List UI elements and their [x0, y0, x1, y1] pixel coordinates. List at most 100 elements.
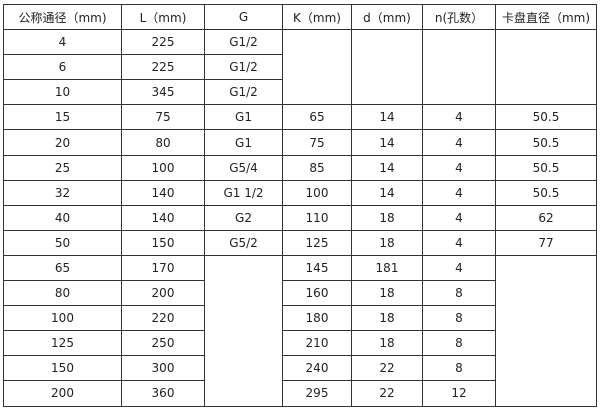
header-nominal-diameter: 公称通径（mm) — [3, 3, 122, 31]
table-cell: 50.5 — [495, 179, 597, 206]
table-row: 20 80 G1 75 14 4 50.5 — [3, 129, 597, 156]
table-cell: 150 — [121, 229, 205, 256]
header-k: K（mm) — [282, 3, 352, 31]
header-row: 公称通径（mm) L（mm) G K（mm) d（mm) n(孔数） 卡盘直径（… — [3, 3, 597, 31]
table-row: 15 75 G1 65 14 4 50.5 — [3, 104, 597, 131]
table-cell: 4 — [422, 204, 496, 231]
table-cell: 10 — [3, 79, 122, 106]
table-cell: 181 — [351, 254, 423, 282]
table-cell: 65 — [282, 104, 352, 131]
table-cell: 225 — [121, 54, 205, 81]
table-cell: 140 — [121, 204, 205, 231]
table-cell: 4 — [422, 129, 496, 156]
table-cell: 18 — [351, 305, 423, 332]
table-cell: G5/2 — [204, 229, 283, 256]
table-cell: 150 — [3, 355, 122, 382]
table-row: 32 140 G1 1/2 100 14 4 50.5 — [3, 179, 597, 206]
table-cell: 125 — [3, 330, 122, 357]
table-cell: G1/2 — [204, 79, 283, 106]
table-cell: 14 — [351, 179, 423, 206]
table-cell: 62 — [495, 204, 597, 231]
table-cell: 50 — [3, 229, 122, 256]
header-length: L（mm) — [121, 3, 205, 31]
table-cell: 8 — [422, 330, 496, 357]
table-cell: 80 — [121, 129, 205, 156]
table-cell: 4 — [422, 229, 496, 256]
table-cell: 240 — [282, 355, 352, 382]
header-thread-g: G — [204, 3, 283, 31]
table-cell: 300 — [121, 355, 205, 382]
table-row: 65 170 145 181 4 — [3, 254, 597, 407]
table-cell: 85 — [282, 154, 352, 181]
table-cell: 18 — [351, 229, 423, 256]
table-cell: G1 — [204, 104, 283, 131]
table-cell: 22 — [351, 380, 423, 407]
table-cell — [495, 254, 597, 407]
table-row: 125 250 210 18 8 — [3, 330, 597, 357]
table-cell: 18 — [351, 330, 423, 357]
table-cell: 100 — [3, 305, 122, 332]
header-chuck-diameter: 卡盘直径（mm) — [495, 3, 597, 31]
table-cell: 4 — [422, 154, 496, 181]
table-cell: 40 — [3, 204, 122, 231]
table-cell: G1/2 — [204, 29, 283, 56]
table-cell: 18 — [351, 280, 423, 307]
header-d: d（mm) — [351, 3, 423, 31]
table-cell: 12 — [422, 380, 496, 407]
table-cell — [282, 29, 352, 106]
table-cell: 50.5 — [495, 129, 597, 156]
table-cell: 50.5 — [495, 154, 597, 181]
table-cell: 4 — [422, 254, 496, 282]
table-cell: 14 — [351, 129, 423, 156]
table-cell: 4 — [3, 29, 122, 56]
table-cell: 200 — [121, 280, 205, 307]
table-row: 200 360 295 22 12 — [3, 380, 597, 407]
table-row: 50 150 G5/2 125 18 4 77 — [3, 229, 597, 256]
table-cell: 360 — [121, 380, 205, 407]
table-cell: 200 — [3, 380, 122, 407]
table-cell: 4 — [422, 179, 496, 206]
table-cell: 345 — [121, 79, 205, 106]
table-cell: 25 — [3, 154, 122, 181]
table-cell: G1/2 — [204, 54, 283, 81]
table-cell: 110 — [282, 204, 352, 231]
table-cell: 250 — [121, 330, 205, 357]
header-hole-count: n(孔数） — [422, 3, 496, 31]
table-cell: 4 — [422, 104, 496, 131]
table-cell — [204, 254, 283, 407]
table-cell: 295 — [282, 380, 352, 407]
table-cell: 180 — [282, 305, 352, 332]
table-row: 6 225 G1/2 — [3, 54, 597, 81]
table-cell: 15 — [3, 104, 122, 131]
table-cell: G2 — [204, 204, 283, 231]
table-cell: 14 — [351, 154, 423, 181]
table-cell: 220 — [121, 305, 205, 332]
table-row: 40 140 G2 110 18 4 62 — [3, 204, 597, 231]
table-cell — [351, 29, 423, 106]
table-cell: 160 — [282, 280, 352, 307]
table-cell: 65 — [3, 254, 122, 282]
table-cell: G1 1/2 — [204, 179, 283, 206]
table-cell: 77 — [495, 229, 597, 256]
table-cell: 6 — [3, 54, 122, 81]
table-cell: 22 — [351, 355, 423, 382]
table-cell: G1 — [204, 129, 283, 156]
table-row: 80 200 160 18 8 — [3, 280, 597, 307]
table-cell: 50.5 — [495, 104, 597, 131]
table-cell: 225 — [121, 29, 205, 56]
table-cell: 8 — [422, 305, 496, 332]
table-cell: 170 — [121, 254, 205, 282]
table-cell: 8 — [422, 355, 496, 382]
table-cell: 75 — [121, 104, 205, 131]
table-body: 4 225 G1/2 6 225 G1/2 10 345 G1/2 15 75 G1 65 14 4 50.5… — [3, 29, 597, 407]
table-cell — [495, 29, 597, 106]
table-cell: 32 — [3, 179, 122, 206]
table-row: 150 300 240 22 8 — [3, 355, 597, 382]
table-cell: G5/4 — [204, 154, 283, 181]
table-row: 100 220 180 18 8 — [3, 305, 597, 332]
table-cell: 100 — [121, 154, 205, 181]
table-cell: 100 — [282, 179, 352, 206]
table-cell: 75 — [282, 129, 352, 156]
specification-table: 公称通径（mm) L（mm) G K（mm) d（mm) n(孔数） 卡盘直径（… — [3, 3, 597, 407]
table-row: 25 100 G5/4 85 14 4 50.5 — [3, 154, 597, 181]
